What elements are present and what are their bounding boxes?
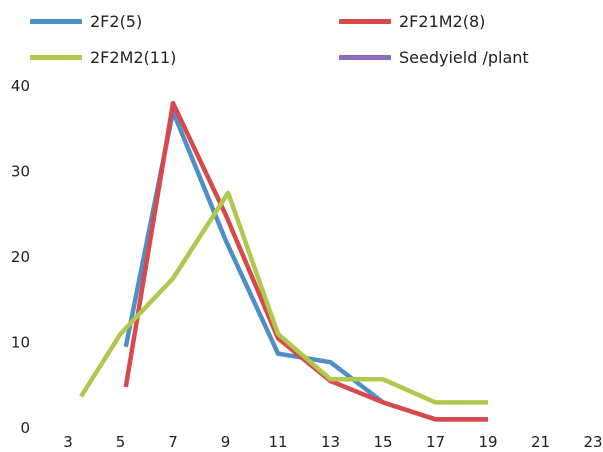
x-tick-label-13: 13 (321, 433, 340, 451)
legend-item-2f2m2-11: 2F2M2(11) (30, 48, 176, 67)
legend-swatch-seedyield-plant (339, 55, 391, 60)
x-tick-label-11: 11 (268, 433, 287, 451)
x-tick-label-23: 23 (583, 433, 602, 451)
y-tick-label-10: 10 (11, 334, 30, 352)
x-tick-label-21: 21 (531, 433, 550, 451)
legend-swatch-2f2m2-11 (30, 55, 82, 60)
legend-swatch-2f2-5 (30, 19, 82, 24)
legend-label-seedyield-plant: Seedyield /plant (399, 48, 529, 67)
x-tick-label-5: 5 (116, 433, 126, 451)
x-tick-label-3: 3 (63, 433, 73, 451)
legend-item-seedyield-plant: Seedyield /plant (339, 48, 529, 67)
legend-swatch-2f21m2-8 (339, 19, 391, 24)
legend-item-2f21m2-8: 2F21M2(8) (339, 12, 485, 31)
x-tick-label-15: 15 (373, 433, 392, 451)
y-tick-label-40: 40 (11, 77, 30, 95)
legend-label-2f2-5: 2F2(5) (90, 12, 143, 31)
x-tick-label-9: 9 (221, 433, 231, 451)
legend-label-2f21m2-8: 2F21M2(8) (399, 12, 486, 31)
x-tick-label-17: 17 (426, 433, 445, 451)
y-tick-label-20: 20 (11, 248, 30, 266)
series-line-2 (79, 190, 488, 405)
y-tick-label-0: 0 (20, 419, 30, 437)
x-tick-label-7: 7 (168, 433, 178, 451)
x-tick-label-19: 19 (478, 433, 497, 451)
legend-label-2f2m2-11: 2F2M2(11) (90, 48, 177, 67)
legend-item-2f2-5: 2F2(5) (30, 12, 142, 31)
series-line-1 (123, 100, 488, 422)
y-tick-label-30: 30 (11, 163, 30, 181)
